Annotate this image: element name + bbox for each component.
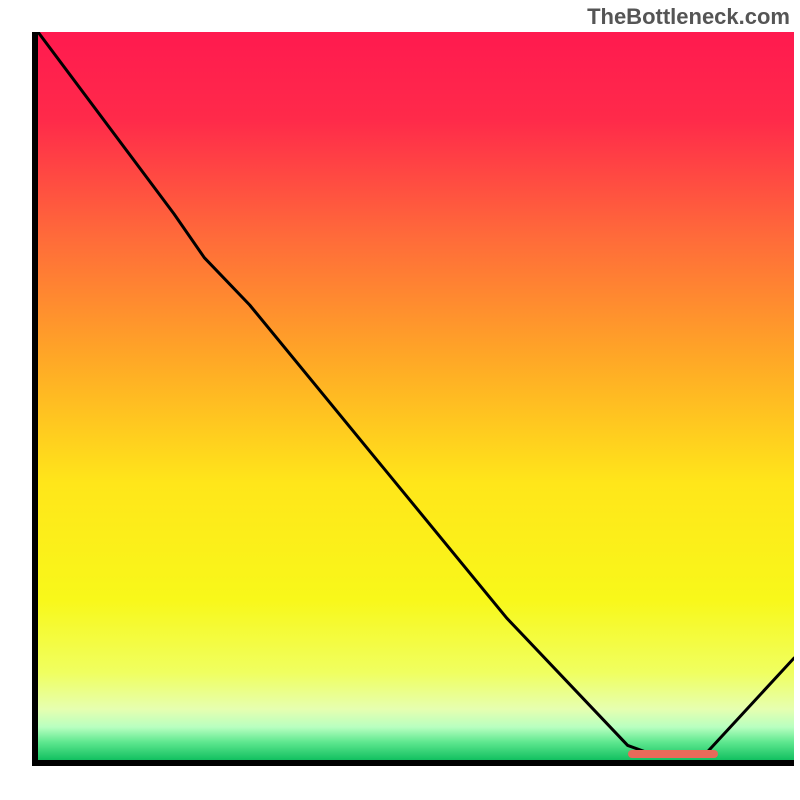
optimal-range-marker: [628, 750, 719, 758]
x-axis: [32, 760, 794, 766]
chart-container: TheBottleneck.com: [0, 0, 800, 800]
y-axis: [32, 32, 38, 766]
curve: [38, 32, 794, 760]
curve-line: [38, 32, 794, 756]
watermark-text: TheBottleneck.com: [587, 4, 790, 30]
plot-area: [38, 32, 794, 760]
